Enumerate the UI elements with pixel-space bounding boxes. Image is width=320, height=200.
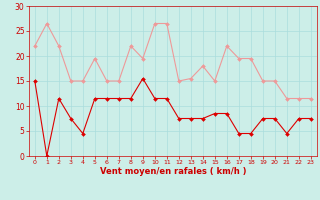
X-axis label: Vent moyen/en rafales ( km/h ): Vent moyen/en rafales ( km/h ) <box>100 167 246 176</box>
